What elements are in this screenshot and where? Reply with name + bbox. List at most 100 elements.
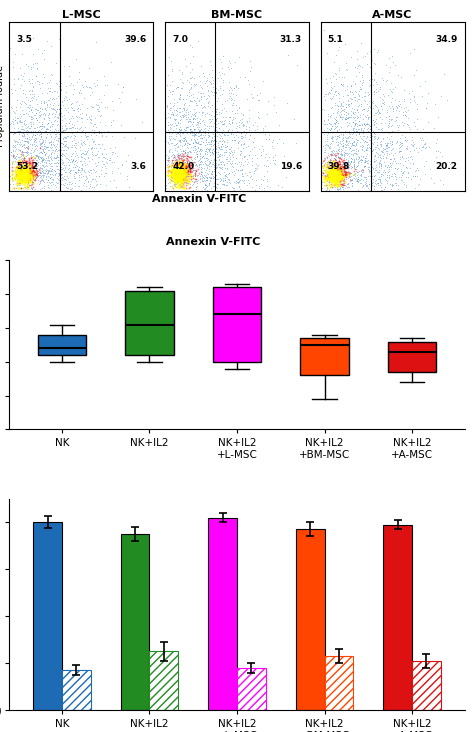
Point	[102, 149, 110, 160]
Point	[336, 160, 343, 172]
Point	[183, 157, 191, 168]
Point	[390, 179, 397, 190]
Point	[73, 168, 80, 179]
Point	[175, 159, 182, 171]
Point	[37, 130, 45, 142]
Point	[60, 94, 67, 106]
Point	[27, 110, 35, 122]
Point	[16, 62, 24, 74]
Point	[28, 78, 36, 89]
Point	[178, 173, 185, 184]
Point	[70, 132, 78, 143]
Point	[331, 168, 338, 179]
Point	[233, 120, 240, 132]
Point	[183, 89, 191, 101]
Point	[71, 161, 78, 173]
Point	[32, 70, 39, 82]
Point	[31, 135, 39, 146]
Point	[406, 124, 414, 135]
Point	[332, 173, 340, 185]
Point	[346, 175, 353, 187]
Point	[33, 121, 40, 132]
Point	[20, 178, 28, 190]
Point	[179, 176, 186, 187]
Point	[335, 184, 342, 195]
Point	[81, 166, 89, 178]
Point	[171, 171, 178, 182]
Point	[186, 40, 193, 51]
Point	[326, 157, 333, 169]
Point	[27, 152, 34, 164]
Point	[217, 141, 225, 153]
Point	[21, 165, 28, 177]
Point	[27, 169, 35, 181]
Point	[9, 160, 16, 172]
Point	[31, 132, 38, 144]
Point	[44, 94, 51, 105]
Point	[326, 173, 333, 185]
Point	[330, 174, 338, 186]
Point	[354, 100, 362, 111]
Point	[169, 167, 177, 179]
Point	[350, 135, 358, 147]
Point	[326, 123, 333, 135]
Point	[23, 181, 31, 193]
Point	[102, 160, 109, 171]
Point	[181, 182, 188, 194]
Point	[340, 108, 348, 119]
Point	[171, 120, 178, 132]
Point	[235, 102, 243, 113]
Point	[324, 171, 332, 182]
Point	[165, 143, 173, 155]
Point	[23, 101, 31, 113]
Point	[190, 127, 197, 138]
Point	[168, 168, 175, 179]
Point	[224, 173, 232, 184]
Point	[182, 113, 190, 125]
Point	[31, 170, 39, 182]
Point	[201, 122, 209, 134]
Point	[172, 163, 179, 174]
Point	[43, 173, 50, 184]
Point	[230, 82, 238, 94]
Point	[320, 115, 328, 127]
Point	[178, 158, 186, 170]
Point	[370, 116, 378, 128]
Point	[184, 162, 191, 173]
Point	[347, 111, 355, 123]
Point	[337, 173, 345, 185]
Point	[207, 78, 215, 90]
Point	[196, 117, 203, 129]
Point	[396, 97, 404, 109]
Point	[170, 97, 178, 109]
Point	[174, 163, 182, 175]
Point	[27, 92, 35, 103]
Point	[59, 157, 67, 168]
Point	[170, 149, 177, 161]
Point	[33, 57, 40, 69]
Point	[184, 160, 192, 171]
Point	[383, 146, 391, 158]
Point	[9, 116, 17, 127]
Point	[22, 166, 29, 178]
Point	[17, 173, 24, 185]
Point	[61, 164, 68, 176]
Point	[324, 88, 331, 100]
Point	[343, 138, 350, 150]
Point	[34, 170, 41, 182]
Point	[203, 181, 211, 193]
Point	[80, 165, 87, 177]
Point	[363, 118, 370, 130]
Point	[178, 162, 186, 173]
Point	[174, 116, 182, 128]
Point	[389, 100, 396, 112]
Point	[55, 99, 62, 111]
Point	[178, 165, 186, 177]
Point	[42, 171, 50, 183]
Point	[169, 171, 177, 182]
Point	[171, 170, 178, 182]
Point	[171, 159, 179, 171]
Point	[355, 99, 363, 111]
Point	[396, 141, 403, 153]
Point	[17, 116, 24, 127]
